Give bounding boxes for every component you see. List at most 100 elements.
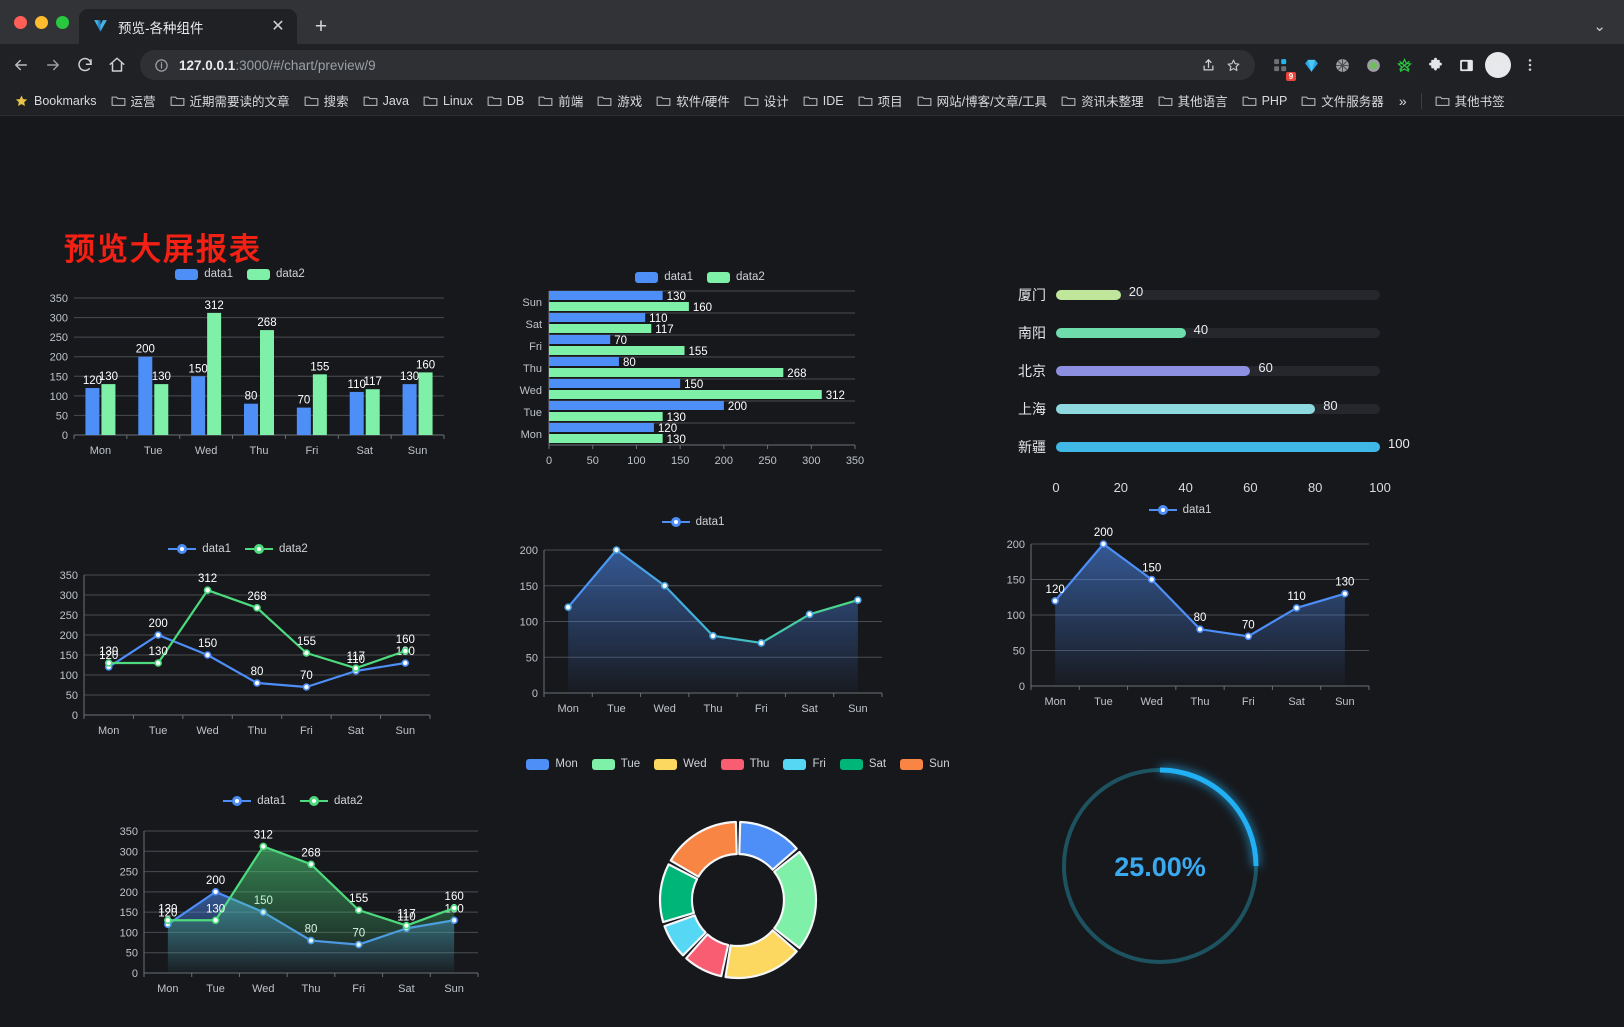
legend-item[interactable]: data1 — [661, 516, 724, 528]
bar[interactable] — [549, 291, 663, 300]
data-point[interactable] — [302, 683, 311, 691]
home-icon[interactable] — [102, 50, 132, 80]
bookmark-item[interactable]: 近期需要读的文章 — [164, 88, 296, 113]
progress-track[interactable]: 60 — [1056, 360, 1380, 376]
star-green-extension-icon[interactable] — [1389, 50, 1419, 80]
bookmark-star-icon[interactable] — [1226, 58, 1241, 73]
address-bar[interactable]: 127.0.0.1:3000/#/chart/preview/9 — [140, 50, 1255, 80]
data-point[interactable] — [1292, 604, 1301, 612]
bar[interactable] — [191, 376, 206, 435]
data-point[interactable] — [1196, 625, 1204, 633]
pie-slice[interactable] — [658, 863, 699, 924]
more-menu-icon[interactable] — [1515, 50, 1545, 80]
legend-item[interactable]: data1 — [168, 543, 231, 555]
pie-slice[interactable] — [773, 850, 818, 950]
bar[interactable] — [549, 324, 652, 333]
maximize-window-button[interactable] — [56, 15, 69, 29]
bar[interactable] — [549, 313, 646, 322]
data-point[interactable] — [164, 916, 172, 925]
bar[interactable] — [549, 357, 619, 366]
bookmark-item[interactable]: 其他语言 — [1152, 88, 1234, 113]
info-icon[interactable] — [154, 58, 169, 73]
back-icon[interactable] — [6, 50, 36, 80]
bar[interactable] — [101, 384, 116, 435]
data-point[interactable] — [104, 659, 113, 667]
chevron-down-icon[interactable]: ⌄ — [1593, 18, 1606, 35]
data-point[interactable] — [203, 651, 212, 659]
other-bookmarks-item[interactable]: 其他书签 — [1429, 88, 1511, 113]
data-point[interactable] — [564, 603, 572, 611]
bar[interactable] — [138, 356, 153, 435]
data-point[interactable] — [307, 860, 315, 869]
bookmarks-overflow-button[interactable]: » — [1398, 92, 1407, 109]
data-point[interactable] — [211, 888, 220, 896]
data-point[interactable] — [1099, 540, 1108, 548]
pie-slice[interactable] — [724, 929, 798, 980]
bookmark-item[interactable]: 项目 — [852, 88, 909, 113]
data-point[interactable] — [401, 647, 410, 655]
extension-grid-icon[interactable]: 9 — [1265, 50, 1296, 81]
data-point[interactable] — [757, 639, 766, 647]
data-point[interactable] — [709, 632, 717, 640]
bookmark-item[interactable]: 软件/硬件 — [650, 88, 735, 113]
data-point[interactable] — [1244, 632, 1253, 641]
tab-preview-components[interactable]: 预览-各种组件 ✕ — [79, 9, 297, 44]
data-point[interactable] — [402, 921, 411, 930]
bar[interactable] — [549, 401, 724, 410]
bar[interactable] — [402, 384, 417, 435]
bar[interactable] — [549, 379, 681, 388]
puzzle-icon[interactable] — [1420, 50, 1450, 80]
bar[interactable] — [244, 403, 258, 435]
bookmark-item[interactable]: 文件服务器 — [1295, 88, 1390, 113]
share-icon[interactable] — [1201, 58, 1216, 73]
legend-item[interactable]: Tue — [591, 758, 640, 770]
progress-track[interactable]: 40 — [1056, 322, 1380, 338]
bookmark-item[interactable]: Linux — [417, 91, 479, 111]
bar[interactable] — [418, 372, 433, 435]
legend-item[interactable]: data1 — [175, 268, 233, 280]
bookmark-item[interactable]: 运营 — [105, 88, 162, 113]
new-tab-button[interactable]: + — [314, 14, 328, 38]
bookmark-item[interactable]: DB — [481, 91, 530, 111]
legend-item[interactable]: Mon — [526, 758, 578, 770]
legend-item[interactable]: data2 — [707, 271, 765, 283]
bar[interactable] — [549, 412, 663, 421]
bookmark-item[interactable]: PHP — [1236, 91, 1294, 111]
data-point[interactable] — [1147, 575, 1156, 584]
progress-track[interactable]: 100 — [1056, 436, 1410, 452]
data-point[interactable] — [805, 610, 814, 619]
bookmark-item[interactable]: 游戏 — [591, 88, 648, 113]
data-point[interactable] — [253, 603, 261, 612]
progress-track[interactable]: 20 — [1056, 284, 1380, 300]
bookmark-item[interactable]: Java — [357, 91, 415, 111]
data-point[interactable] — [352, 664, 360, 672]
bar[interactable] — [312, 374, 327, 435]
diamond-extension-icon[interactable] — [1296, 50, 1326, 80]
bookmark-item[interactable]: IDE — [797, 91, 850, 111]
forward-icon[interactable] — [38, 50, 68, 80]
legend-item[interactable]: Thu — [720, 758, 769, 770]
bookmark-item[interactable]: 前端 — [532, 88, 589, 113]
progress-track[interactable]: 80 — [1056, 398, 1380, 414]
pie-slice[interactable] — [669, 820, 738, 878]
bar[interactable] — [549, 335, 611, 344]
bar[interactable] — [549, 434, 663, 443]
close-tab-button[interactable]: ✕ — [271, 17, 285, 35]
bar[interactable] — [296, 407, 311, 435]
legend-item[interactable]: Wed — [654, 758, 707, 770]
gauge-progress-arc[interactable] — [1159, 767, 1259, 867]
legend-item[interactable]: Sat — [839, 758, 886, 770]
data-point[interactable] — [211, 916, 220, 925]
bar[interactable] — [260, 330, 274, 435]
data-point[interactable] — [660, 581, 669, 590]
legend-item[interactable]: data2 — [247, 268, 305, 280]
data-point[interactable] — [203, 586, 212, 595]
close-window-button[interactable] — [14, 15, 27, 29]
circle-green-extension-icon[interactable] — [1358, 50, 1388, 80]
data-point[interactable] — [253, 679, 261, 687]
bar[interactable] — [207, 312, 222, 435]
minimize-window-button[interactable] — [35, 15, 48, 29]
data-point[interactable] — [450, 904, 458, 912]
data-point[interactable] — [1341, 589, 1349, 598]
bookmark-item[interactable]: 网站/博客/文章/工具 — [911, 88, 1053, 113]
